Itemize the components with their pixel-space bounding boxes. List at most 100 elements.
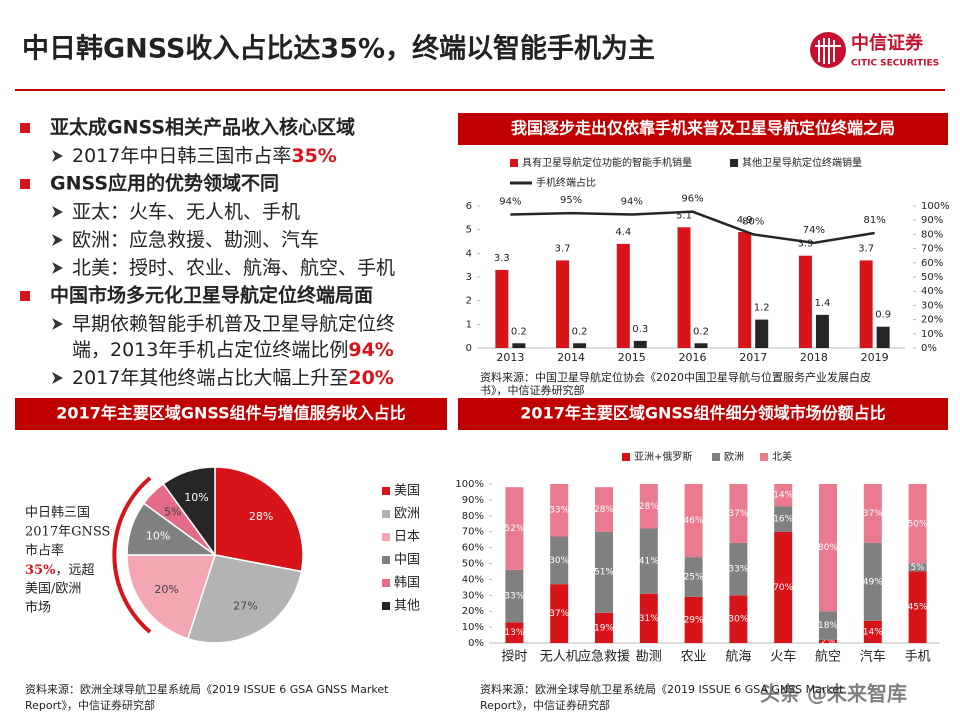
bar-segment: [863, 484, 882, 543]
x-tick-label: 应急救援: [578, 649, 630, 665]
x-tick-label: 农业: [681, 650, 707, 665]
bar-segment: [684, 596, 703, 643]
line-value-label: 95%: [560, 195, 582, 206]
logo-icon-stripes: [815, 38, 841, 64]
bullet-heading: GNSS应用的优势领域不同: [50, 172, 279, 195]
legend-label: 北美: [772, 450, 792, 463]
bar-value-label: 37%: [549, 609, 569, 619]
pie-value-label: 10%: [146, 530, 170, 543]
bar-value-label: 49%: [863, 577, 883, 587]
bar-value-label: 51%: [594, 568, 614, 578]
bar-value-label: 31%: [639, 614, 659, 624]
source-note: 书》，中信证券研究部: [480, 383, 585, 397]
bar-value-label: 28%: [594, 505, 614, 515]
y-tick-label: 40%: [462, 574, 484, 585]
sub-bullet-marker: [52, 262, 63, 274]
y2-tick-label: 20%: [921, 315, 943, 326]
line-value-label: 74%: [803, 225, 825, 236]
source-note: 资料来源：中国卫星导航定位协会《2020中国卫星导航与位置服务产业发展白皮: [480, 370, 871, 384]
bar-value-label: 33%: [504, 592, 524, 602]
annotation-line: 中日韩三国: [25, 506, 90, 521]
bullet-marker: [20, 291, 30, 301]
bar: [876, 326, 890, 348]
annotation-line: 市占率: [25, 543, 64, 559]
sub-bullet-text: 欧洲：应急救援、勘测、汽车: [72, 229, 319, 251]
bar-value-label: 50%: [908, 519, 928, 529]
y-tick-label: 70%: [462, 527, 484, 538]
legend-swatch: [382, 556, 390, 564]
bar-value-label: 3.3: [494, 253, 510, 264]
bullet-heading: 中国市场多元化卫星导航定位终端局面: [50, 284, 373, 307]
bullet-marker: [20, 123, 30, 133]
sub-bullet-marker: [52, 206, 63, 218]
bar-value-label: 30%: [728, 615, 748, 625]
bar-value-label: 1.4: [814, 298, 830, 309]
y-tick-label: 60%: [462, 543, 484, 554]
legend-swatch: [382, 533, 390, 541]
bar-segment: [639, 484, 658, 529]
y2-tick-label: 0%: [921, 343, 937, 354]
bar-value-label: 4.4: [615, 227, 631, 238]
bar-segment: [595, 531, 613, 613]
y-tick-label: 5: [466, 225, 472, 236]
bar-segment: [639, 593, 658, 643]
line-value-label: 80%: [742, 216, 764, 227]
bar: [694, 343, 708, 348]
pie-slice: [126, 554, 217, 640]
bar-value-label: 33%: [549, 506, 569, 516]
sub-bullet-marker: [52, 234, 63, 246]
bar-value-label: 19%: [594, 623, 614, 633]
bar-value-label: 2%: [821, 637, 836, 647]
bar-segment: [729, 542, 748, 596]
sub-bullet-text: 亚太：火车、无人机、手机: [72, 201, 300, 223]
sub-bullet-line: 2017年中日韩三国市占率: [72, 145, 291, 167]
bar-segment: [908, 484, 927, 564]
x-tick-label: 2016: [679, 351, 707, 364]
panel-header: [458, 113, 948, 145]
annotation-text: ，远超: [55, 563, 94, 578]
legend-label: 其他卫星导航定位终端销量: [742, 156, 862, 169]
y-tick-label: 30%: [462, 590, 484, 601]
bar-value-label: 1.2: [754, 303, 770, 314]
line-value-label: 94%: [621, 197, 643, 208]
bar: [573, 343, 587, 348]
pie-value-label: 5%: [164, 506, 181, 519]
bar-value-label: 14%: [773, 491, 793, 501]
bar-value-label: 33%: [728, 565, 748, 575]
x-tick-label: 航空: [815, 649, 841, 665]
sub-bullet-line: 亚太：火车、无人机、手机: [72, 201, 300, 223]
x-tick-label: 2015: [618, 351, 646, 364]
sub-bullet-line: 早期依赖智能手机普及卫星导航定位终: [72, 313, 395, 335]
annotation-line: 2017年GNSS: [25, 525, 110, 540]
bar-value-label: 28%: [639, 502, 659, 512]
bar-value-label: 0.2: [693, 326, 709, 337]
sub-bullet-marker: [52, 150, 63, 162]
sub-bullet-text: 北美：授时、农业、航海、航空、手机: [72, 257, 395, 279]
chart-title: 2017年主要区域GNSS组件细分领域市场份额占比: [520, 404, 885, 423]
legend-swatch: [622, 453, 630, 461]
sub-bullet-line: 欧洲：应急救援、勘测、汽车: [72, 229, 319, 251]
pie-value-label: 20%: [154, 583, 178, 596]
pie-value-label: 27%: [233, 600, 257, 613]
y-tick-label: 20%: [462, 606, 484, 617]
bar-segment: [729, 484, 748, 543]
panel-header: [458, 398, 948, 430]
legend-swatch: [760, 453, 768, 461]
legend-label: 日本: [394, 530, 420, 545]
sub-bullet-line: 北美：授时、农业、航海、航空、手机: [72, 257, 395, 279]
bar-segment: [505, 569, 524, 623]
pie-highlight-arc: [112, 476, 152, 634]
y-tick-label: 0: [466, 343, 472, 354]
y2-tick-label: 50%: [921, 272, 943, 283]
bar-segment: [505, 622, 524, 643]
pie-value-label: 10%: [184, 491, 208, 504]
y-tick-label: 0%: [468, 638, 484, 649]
annotation-line: 市场: [25, 600, 51, 616]
legend-label: 美国: [394, 484, 420, 499]
bar-value-label: 0.2: [572, 326, 588, 337]
sub-bullet-marker: [52, 318, 63, 330]
bar-segment: [684, 557, 703, 597]
bar-value-label: 41%: [639, 557, 659, 567]
bar-value-label: 52%: [504, 524, 524, 534]
bar-value-label: 70%: [773, 583, 793, 593]
